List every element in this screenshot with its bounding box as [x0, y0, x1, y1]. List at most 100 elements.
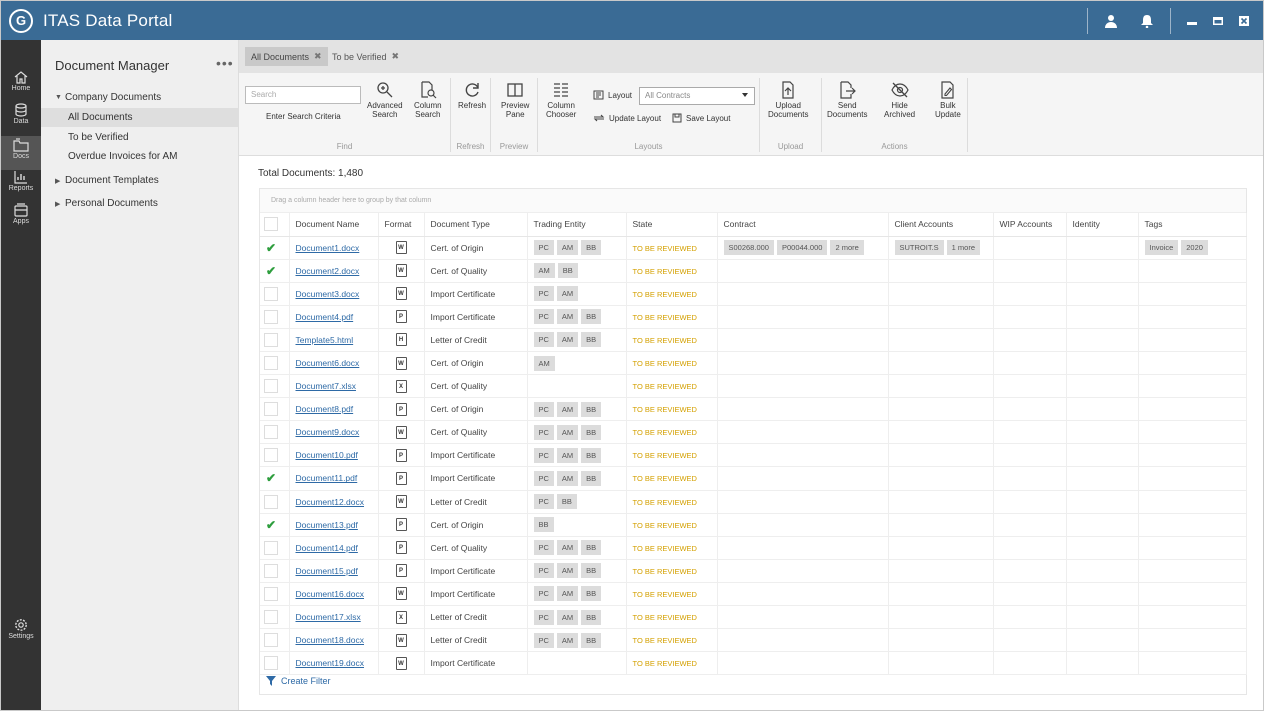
- row-select-cell[interactable]: [260, 397, 290, 422]
- checkbox[interactable]: [264, 586, 278, 601]
- checkmark-icon[interactable]: ✔: [265, 517, 277, 532]
- row-select-cell[interactable]: [260, 559, 290, 583]
- nav-document-templates[interactable]: ▶ Document Templates: [41, 171, 239, 190]
- checkbox[interactable]: [264, 402, 278, 417]
- nav-to-be-verified[interactable]: To be Verified: [41, 128, 239, 147]
- contract-badge[interactable]: S00268.000: [723, 240, 774, 256]
- checkbox[interactable]: [264, 656, 278, 671]
- checkbox[interactable]: [264, 379, 278, 394]
- client-badge[interactable]: SUTROIT.S: [894, 240, 944, 256]
- row-select-cell[interactable]: [260, 351, 290, 376]
- table-row[interactable]: Document8.pdf P Cert. of Origin PC AM BB TO BE…: [260, 397, 1247, 422]
- column-header[interactable]: Client Accounts: [888, 213, 994, 237]
- column-header[interactable]: Trading Entity: [527, 213, 627, 237]
- checkbox[interactable]: [264, 448, 278, 463]
- bulk-update-button[interactable]: Bulk Update: [935, 81, 961, 119]
- row-select-cell[interactable]: [260, 374, 290, 399]
- search-input[interactable]: Search: [245, 86, 361, 104]
- checkbox[interactable]: [264, 332, 278, 347]
- refresh-button[interactable]: Refresh: [458, 81, 486, 110]
- upload-documents-button[interactable]: Upload Documents: [768, 81, 808, 119]
- row-select-cell[interactable]: [260, 420, 290, 445]
- table-row[interactable]: Document14.pdf P Cert. of Quality PC AM BB TO …: [260, 536, 1247, 560]
- column-header[interactable]: WIP Accounts: [993, 213, 1067, 237]
- table-row[interactable]: Document18.docx W Letter of Credit PC AM BB TO…: [260, 628, 1247, 653]
- rail-docs[interactable]: Docs: [1, 136, 41, 170]
- checkbox[interactable]: [264, 425, 278, 440]
- column-header[interactable]: Identity: [1066, 213, 1139, 237]
- document-link[interactable]: Template5.html: [295, 334, 354, 345]
- checkbox[interactable]: [264, 494, 278, 509]
- checkmark-icon[interactable]: ✔: [265, 263, 277, 278]
- table-row[interactable]: ✔ Document2.docx W Cert. of Quality AM BB TO B…: [260, 259, 1247, 283]
- checkbox[interactable]: [264, 563, 278, 578]
- row-select-cell[interactable]: ✔: [260, 466, 290, 491]
- document-link[interactable]: Document6.docx: [295, 358, 360, 369]
- column-chooser-button[interactable]: Column Chooser: [546, 81, 576, 119]
- checkmark-icon[interactable]: ✔: [265, 471, 277, 486]
- table-row[interactable]: Document12.docx W Letter of Credit PC BB TO B…: [260, 490, 1247, 514]
- enter-search-criteria-button[interactable]: Enter Search Criteria: [266, 112, 341, 121]
- row-select-cell[interactable]: [260, 305, 290, 329]
- table-row[interactable]: Document10.pdf P Import Certificate PC AM BB T…: [260, 443, 1247, 468]
- column-header[interactable]: Contract: [717, 213, 889, 237]
- document-link[interactable]: Document4.pdf: [295, 311, 354, 322]
- document-link[interactable]: Document18.docx: [295, 635, 365, 646]
- row-select-cell[interactable]: [260, 443, 290, 468]
- row-select-cell[interactable]: ✔: [260, 513, 290, 537]
- nav-overdue-invoices[interactable]: Overdue Invoices for AM: [41, 147, 239, 166]
- document-link[interactable]: Document13.pdf: [295, 519, 358, 530]
- save-layout-button[interactable]: Save Layout: [672, 113, 730, 123]
- document-link[interactable]: Document10.pdf: [295, 450, 358, 461]
- document-link[interactable]: Document11.pdf: [295, 473, 358, 484]
- rail-reports[interactable]: Reports: [1, 170, 41, 204]
- table-row[interactable]: Document6.docx W Cert. of Origin AM TO BE RE…: [260, 351, 1247, 376]
- table-row[interactable]: Template5.html H Letter of Credit PC AM BB TO …: [260, 328, 1247, 352]
- checkbox[interactable]: [264, 286, 278, 301]
- table-row[interactable]: Document7.xlsx X Cert. of Quality TO BE REV…: [260, 374, 1247, 399]
- row-select-cell[interactable]: ✔: [260, 236, 290, 260]
- table-row[interactable]: Document16.docx W Import Certificate PC AM BB…: [260, 582, 1247, 607]
- row-select-cell[interactable]: [260, 582, 290, 607]
- table-row[interactable]: Document4.pdf P Import Certificate PC AM BB TO…: [260, 305, 1247, 329]
- nav-all-documents[interactable]: All Documents: [41, 108, 239, 127]
- document-link[interactable]: Document15.pdf: [295, 565, 358, 576]
- document-link[interactable]: Document8.pdf: [295, 404, 354, 415]
- row-select-cell[interactable]: [260, 536, 290, 560]
- table-row[interactable]: ✔ Document1.docx W Cert. of Origin PC AM BB TO …: [260, 236, 1247, 260]
- user-icon[interactable]: [1100, 10, 1122, 32]
- nav-personal-documents[interactable]: ▶ Personal Documents: [41, 194, 239, 213]
- tag-badge[interactable]: Invoice: [1144, 240, 1179, 256]
- layout-select[interactable]: All Contracts: [639, 87, 755, 105]
- document-link[interactable]: Document16.docx: [295, 588, 365, 599]
- select-all-checkbox[interactable]: [260, 213, 290, 237]
- row-select-cell[interactable]: [260, 282, 290, 306]
- create-filter-button[interactable]: Create Filter: [266, 676, 331, 686]
- table-row[interactable]: Document3.docx W Import Certificate PC AM TO …: [260, 282, 1247, 306]
- client-badge[interactable]: 1 more: [946, 240, 981, 256]
- checkbox[interactable]: [264, 309, 278, 324]
- document-link[interactable]: Document14.pdf: [295, 542, 358, 553]
- checkbox[interactable]: [264, 217, 278, 232]
- close-tab-icon[interactable]: ✖: [314, 51, 322, 61]
- tab-to-be-verified[interactable]: To be Verified ✖: [326, 47, 405, 66]
- document-link[interactable]: Document19.docx: [295, 658, 365, 669]
- rail-settings[interactable]: Settings: [1, 618, 41, 652]
- rail-home[interactable]: Home: [1, 70, 41, 104]
- table-row[interactable]: Document15.pdf P Import Certificate PC AM BB T…: [260, 559, 1247, 583]
- checkbox[interactable]: [264, 356, 278, 371]
- document-link[interactable]: Document17.xlsx: [295, 612, 361, 623]
- document-link[interactable]: Document9.docx: [295, 427, 360, 438]
- nav-company-documents[interactable]: ▼ Company Documents: [41, 88, 239, 107]
- column-header[interactable]: State: [626, 213, 718, 237]
- rail-apps[interactable]: Apps: [1, 203, 41, 237]
- column-header[interactable]: Document Type: [424, 213, 528, 237]
- checkmark-icon[interactable]: ✔: [265, 240, 277, 255]
- document-link[interactable]: Document3.docx: [295, 288, 360, 299]
- table-row[interactable]: ✔ Document13.pdf P Cert. of Origin BB TO BE R…: [260, 513, 1247, 537]
- checkbox[interactable]: [264, 540, 278, 555]
- table-row[interactable]: Document9.docx W Cert. of Quality PC AM BB TO …: [260, 420, 1247, 445]
- close-tab-icon[interactable]: ✖: [391, 51, 400, 61]
- contract-badge[interactable]: P00044.000: [776, 240, 828, 256]
- checkbox[interactable]: [264, 610, 278, 625]
